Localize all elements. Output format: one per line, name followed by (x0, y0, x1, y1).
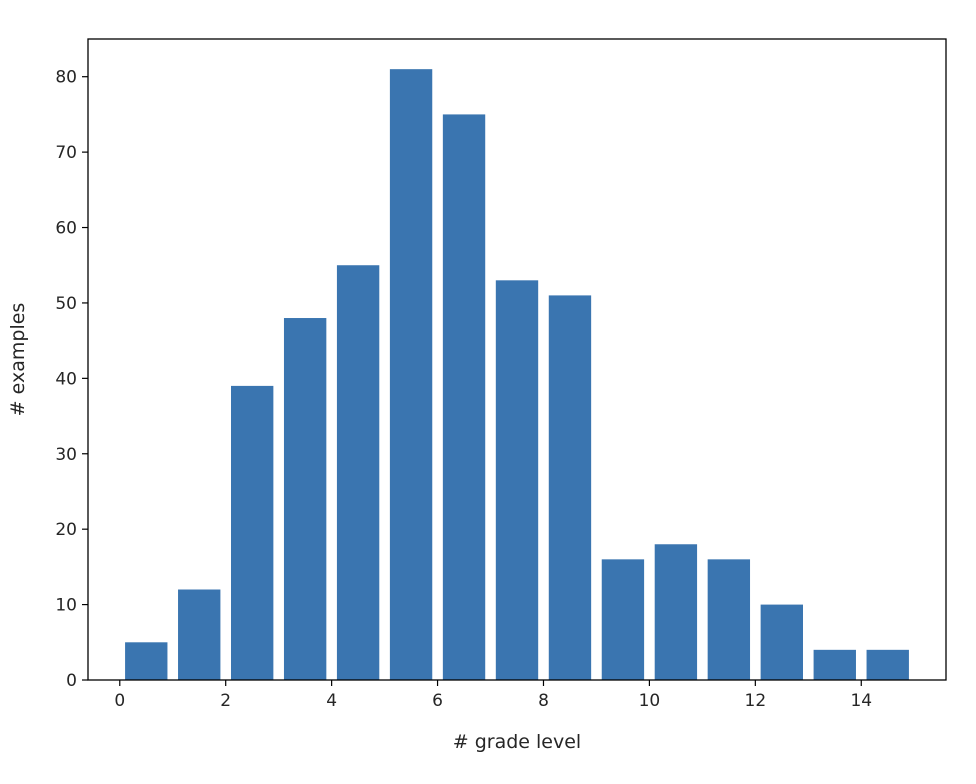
x-tick-label: 12 (745, 691, 767, 711)
y-tick-label: 0 (66, 671, 77, 691)
bar (707, 559, 751, 680)
x-tick-label: 6 (432, 691, 443, 711)
y-tick-label: 20 (55, 520, 77, 540)
bar (389, 69, 433, 681)
x-tick-label: 8 (538, 691, 549, 711)
y-tick-label: 30 (55, 445, 77, 465)
bars-group (125, 69, 909, 681)
x-tick-label: 2 (220, 691, 231, 711)
bar (548, 295, 592, 680)
bar (654, 544, 698, 680)
x-tick-label: 10 (639, 691, 661, 711)
x-tick-label: 0 (114, 691, 125, 711)
bar (495, 280, 539, 680)
x-axis-label: # grade level (453, 731, 581, 753)
y-tick-label: 60 (55, 219, 77, 239)
y-tick-label: 40 (55, 369, 77, 389)
bar (125, 642, 168, 680)
bar (866, 649, 909, 680)
bar (760, 604, 803, 680)
y-tick-label: 50 (55, 294, 77, 314)
bar (231, 385, 274, 680)
bar (336, 265, 380, 680)
bar (813, 649, 856, 680)
bar (442, 114, 486, 681)
x-tick-label: 4 (326, 691, 337, 711)
y-tick-label: 80 (55, 68, 77, 88)
y-axis-ticks: 0 10 20 30 40 50 60 70 80 (55, 68, 88, 691)
bar (283, 318, 327, 680)
y-tick-label: 10 (55, 596, 77, 616)
plot-frame (87, 38, 947, 681)
bar (178, 589, 221, 680)
x-tick-label: 14 (850, 691, 872, 711)
bar (601, 559, 645, 680)
x-axis-ticks: 0 2 4 6 8 10 12 14 (114, 680, 872, 711)
y-axis-label: # examples (7, 303, 29, 417)
y-tick-label: 70 (55, 143, 77, 163)
